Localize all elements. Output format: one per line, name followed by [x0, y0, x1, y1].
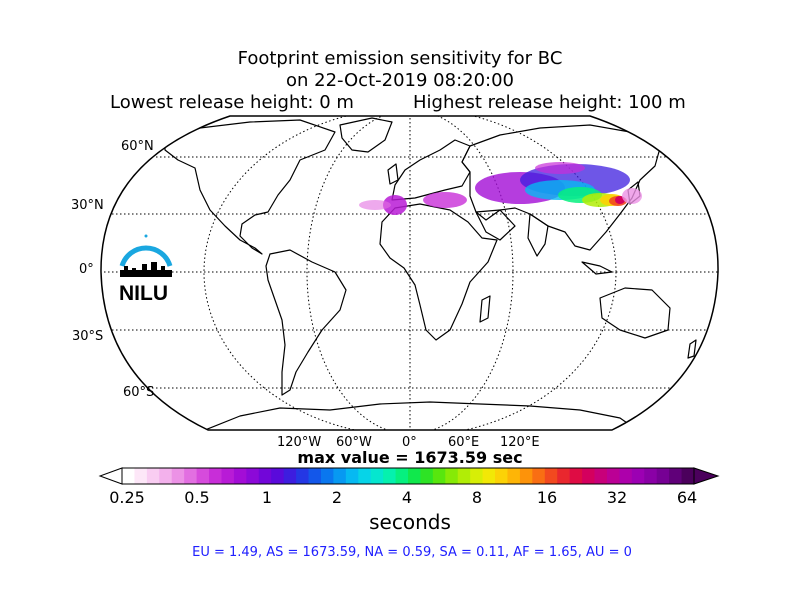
colorbar-outline [121, 467, 695, 485]
colorbar-swatch [184, 468, 198, 484]
nilu-logo-text: NILU [119, 282, 168, 304]
colorbar-swatch [358, 468, 372, 484]
colorbar-swatch [196, 468, 210, 484]
colorbar-swatch [644, 468, 658, 484]
colorbar-tick-label: 2 [331, 488, 343, 507]
lat-label-equator: 0° [79, 262, 94, 277]
colorbar-tick-label: 64 [676, 488, 698, 507]
colorbar-swatch [557, 468, 571, 484]
map-title-line1: Footprint emission sensitivity for BC [237, 48, 563, 69]
colorbar-swatch [420, 468, 434, 484]
colorbar-swatch [681, 468, 695, 484]
colorbar-tick-label: 0.25 [109, 488, 145, 507]
map-graticule [100, 116, 719, 430]
colorbar-swatch [345, 468, 359, 484]
max-value-label: max value = 1673.59 sec [297, 448, 523, 467]
colorbar-swatch [594, 468, 608, 484]
lon-label-120w: 120°W [277, 435, 322, 450]
globe-outline [100, 115, 719, 431]
colorbar-swatch [495, 468, 508, 484]
colorbar-tick-label: 4 [401, 488, 413, 507]
colorbar-swatch [320, 468, 334, 484]
colorbar-swatch [209, 468, 222, 484]
lat-label-60s: 60°S [123, 385, 155, 400]
region-stats: EU = 1.49, AS = 1673.59, NA = 0.59, SA =… [192, 545, 632, 560]
sensitivity-plume [359, 162, 642, 215]
colorbar-swatch [134, 468, 148, 484]
lon-label-60w: 60°W [336, 435, 372, 450]
lon-label-0: 0° [402, 435, 417, 450]
colorbar-swatch [606, 468, 620, 484]
highest-release-height: Highest release height: 100 m [413, 92, 686, 113]
map-title-date: on 22-Oct-2019 08:20:00 [285, 70, 515, 91]
colorbar-swatch [544, 468, 558, 484]
colorbar-swatch [146, 468, 160, 484]
lat-label-30n: 30°N [71, 198, 104, 213]
colorbar-tick-label: 0.5 [184, 488, 210, 507]
colorbar [98, 467, 720, 485]
colorbar-swatch [519, 468, 533, 484]
colorbar-tick-label: 8 [471, 488, 483, 507]
colorbar-tick-label: 16 [536, 488, 558, 507]
colorbar-swatch [283, 468, 297, 484]
colorbar-swatch [445, 468, 459, 484]
colorbar-min-extend [98, 467, 123, 485]
colorbar-swatch [631, 468, 645, 484]
colorbar-swatch [221, 468, 235, 484]
colorbar-swatch [569, 468, 583, 484]
colorbar-units: seconds [369, 510, 451, 534]
colorbar-swatch [308, 468, 322, 484]
lat-label-30s: 30°S [72, 329, 104, 344]
lowest-release-height: Lowest release height: 0 m [110, 92, 354, 113]
lon-label-60e: 60°E [448, 435, 480, 450]
colorbar-swatch [233, 468, 247, 484]
colorbar-swatch [171, 468, 185, 484]
colorbar-swatch [669, 468, 683, 484]
colorbar-swatch [507, 468, 521, 484]
colorbar-swatch [656, 468, 670, 484]
colorbar-swatch [383, 468, 397, 484]
colorbar-swatch [296, 468, 310, 484]
colorbar-swatch [122, 468, 135, 484]
colorbar-swatch [470, 468, 484, 484]
colorbar-swatch [395, 468, 409, 484]
lon-label-120e: 120°E [500, 435, 540, 450]
colorbar-swatch [370, 468, 384, 484]
colorbar-swatch [619, 468, 633, 484]
colorbar-swatch [159, 468, 173, 484]
colorbar-swatch [482, 468, 496, 484]
lat-label-60n: 60°N [121, 139, 154, 154]
colorbar-swatch [432, 468, 446, 484]
colorbar-swatch [258, 468, 272, 484]
colorbar-swatch [271, 468, 285, 484]
colorbar-swatch [582, 468, 596, 484]
colorbar-swatch [532, 468, 546, 484]
colorbar-swatch [333, 468, 347, 484]
colorbar-swatch [408, 468, 421, 484]
colorbar-tick-label: 32 [606, 488, 628, 507]
colorbar-swatch [246, 468, 260, 484]
colorbar-max-extend [693, 467, 720, 485]
colorbar-swatch [457, 468, 471, 484]
colorbar-tick-label: 1 [261, 488, 273, 507]
nilu-logo: NILU [119, 234, 173, 304]
continent-outlines [164, 117, 697, 430]
